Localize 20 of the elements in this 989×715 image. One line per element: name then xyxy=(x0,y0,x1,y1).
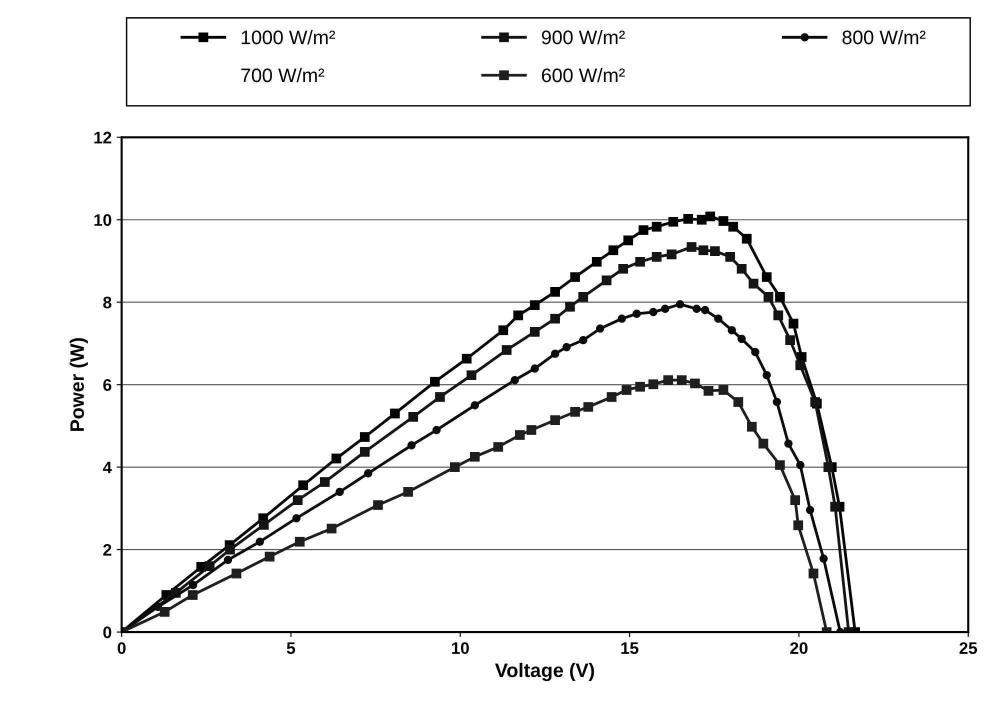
legend-label: 1000 W/m² xyxy=(242,30,336,44)
legend-label: 900 W/m² xyxy=(542,30,625,44)
legend-label: 600 W/m² xyxy=(542,68,625,82)
y-tick-label: 6 xyxy=(103,379,112,391)
y-axis-title: Power (W) xyxy=(70,338,88,431)
y-tick-label: 10 xyxy=(94,214,112,226)
x-tick-label: 10 xyxy=(452,642,469,654)
y-tick-label: 0 xyxy=(103,626,112,638)
y-tick-label: 8 xyxy=(103,296,112,308)
y-tick-label: 2 xyxy=(103,544,112,556)
x-tick-label: 25 xyxy=(960,642,978,654)
y-tick-label: 12 xyxy=(94,132,112,144)
y-tick-label: 4 xyxy=(102,462,112,474)
x-tick-label: 20 xyxy=(790,642,808,654)
text: 700 W/m² xyxy=(241,68,324,82)
legend-label: 800 W/m² xyxy=(842,30,926,44)
x-tick-label: 15 xyxy=(621,642,638,654)
x-axis-title: Voltage (V) xyxy=(495,662,594,682)
x-tick-label: 0 xyxy=(118,642,126,654)
x-tick-label: 5 xyxy=(286,642,296,654)
